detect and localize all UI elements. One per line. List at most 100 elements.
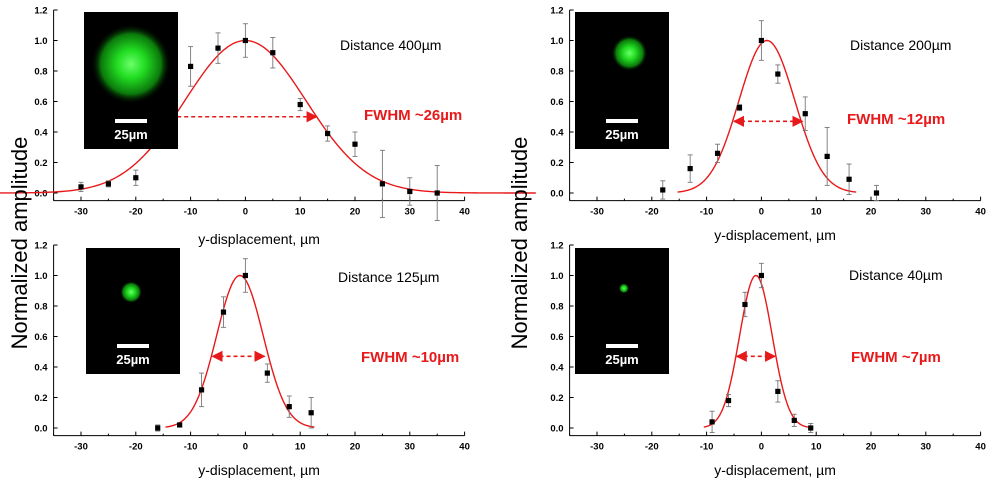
distance-title: Distance 40µm: [849, 267, 943, 283]
x-tick-label: 30: [405, 442, 416, 453]
y-tick-label: 0.6: [34, 97, 47, 108]
x-tick-label: -10: [700, 442, 714, 453]
beam-spot-inset: 25µm: [84, 12, 178, 149]
x-tick-label: 20: [350, 442, 361, 453]
beam-spot: [91, 24, 171, 105]
data-point: [78, 184, 84, 190]
data-point: [736, 105, 743, 111]
fwhm-annotation: FWHM ~12µm: [847, 111, 945, 128]
x-tick-label: -10: [184, 207, 198, 218]
data-point: [714, 150, 721, 156]
data-point: [198, 387, 205, 393]
inset-background: [575, 248, 669, 374]
data-point: [846, 176, 852, 182]
y-tick-label: 0.0: [550, 424, 563, 435]
fit-curve: [165, 274, 315, 428]
y-tick-label: 1.2: [550, 241, 563, 252]
data-point: [709, 419, 715, 425]
y-tick-label: 0.8: [34, 67, 47, 78]
scale-bar-label: 25µm: [605, 352, 639, 367]
inset-background: [86, 248, 180, 374]
y-tick-label: 1.0: [550, 36, 563, 47]
x-tick-label: -20: [129, 442, 143, 453]
x-tick-label: 10: [295, 442, 306, 453]
y-tick-label: 0.6: [34, 332, 47, 343]
y-tick-label: 0.0: [34, 189, 47, 200]
x-tick-label: 0: [759, 442, 764, 453]
x-tick-label: 10: [811, 442, 822, 453]
scale-bar: [117, 344, 149, 348]
data-point: [775, 71, 781, 77]
chart-panel-1: 0.0 0.2 0.4 0.6 0.8 1.0 1.2 -30 -20 -10 0 10 20 30 40 y…: [0, 6, 536, 247]
scale-bar-label: 25µm: [114, 127, 148, 142]
y-tick-label: 1.2: [34, 6, 47, 17]
scale-bar-label: 25µm: [605, 127, 639, 142]
x-tick-label: -30: [590, 207, 604, 218]
scale-bar: [606, 119, 638, 123]
x-axis-label: y-displacement, µm: [714, 462, 836, 478]
x-tick-label: -30: [74, 207, 88, 218]
data-point: [824, 153, 830, 159]
data-point: [407, 188, 413, 195]
y-tick-label: 0.6: [550, 97, 563, 108]
x-tick-label: -10: [184, 442, 198, 453]
data-point: [297, 101, 303, 108]
data-point: [105, 181, 111, 187]
data-point: [242, 272, 248, 279]
y-tick-label: 0.2: [34, 393, 47, 404]
y-tick-label: 0.2: [550, 393, 563, 404]
y-tick-label: 1.0: [550, 271, 563, 282]
x-tick-label: 40: [459, 442, 470, 453]
data-point: [802, 111, 808, 117]
beam-spot-inset: 25µm: [575, 12, 669, 149]
x-tick-label: 10: [295, 207, 306, 218]
fwhm-annotation: FWHM ~26µm: [364, 107, 462, 124]
y-tick-label: 0.4: [34, 363, 48, 374]
scale-bar: [115, 119, 147, 123]
beam-spot: [611, 35, 648, 72]
x-tick-label: 0: [243, 207, 248, 218]
beam-spot-inset: 25µm: [86, 248, 180, 374]
fwhm-annotation: FWHM ~10µm: [361, 349, 459, 366]
y-tick-label: 1.0: [34, 36, 47, 47]
x-tick-label: 40: [459, 207, 470, 218]
x-tick-label: 30: [921, 442, 932, 453]
x-tick-label: 20: [866, 442, 877, 453]
y-axis-label-left: Normalized amplitude: [7, 136, 32, 350]
y-tick-label: 0.4: [550, 363, 564, 374]
data-point: [873, 190, 880, 196]
inset-background: [575, 12, 669, 149]
data-point: [742, 301, 748, 308]
data-point: [220, 309, 227, 315]
y-tick-label: 1.0: [34, 271, 47, 282]
x-tick-label: 40: [975, 207, 986, 218]
x-tick-label: 30: [921, 207, 932, 218]
x-tick-label: -20: [645, 207, 659, 218]
x-tick-label: -30: [590, 442, 604, 453]
chart-panel-3: 0.0 0.2 0.4 0.6 0.8 1.0 1.2 -30 -20 -10 0 10 20 30 40 y…: [34, 241, 470, 479]
data-point: [758, 37, 764, 44]
data-point: [791, 417, 797, 423]
x-tick-label: 40: [975, 442, 986, 453]
data-point: [242, 37, 248, 44]
data-point: [215, 45, 221, 51]
y-tick-label: 0.8: [550, 302, 563, 313]
beam-spot-inset: 25µm: [575, 248, 669, 374]
x-axis-label: y-displacement, µm: [198, 462, 320, 478]
y-tick-label: 1.2: [34, 241, 47, 252]
y-tick-label: 0.6: [550, 332, 563, 343]
x-tick-label: -20: [645, 442, 659, 453]
data-point: [308, 410, 314, 416]
data-point: [687, 166, 693, 172]
data-point: [775, 388, 781, 394]
y-tick-label: 0.4: [550, 128, 564, 139]
data-point: [808, 425, 814, 431]
y-axis-label-right: Normalized amplitude: [507, 136, 532, 350]
scale-bar: [606, 344, 638, 348]
x-tick-label: 0: [243, 442, 248, 453]
y-tick-label: 0.2: [34, 158, 47, 169]
distance-title: Distance 400µm: [340, 37, 441, 53]
x-tick-label: 20: [350, 207, 361, 218]
y-tick-label: 1.2: [550, 6, 563, 17]
